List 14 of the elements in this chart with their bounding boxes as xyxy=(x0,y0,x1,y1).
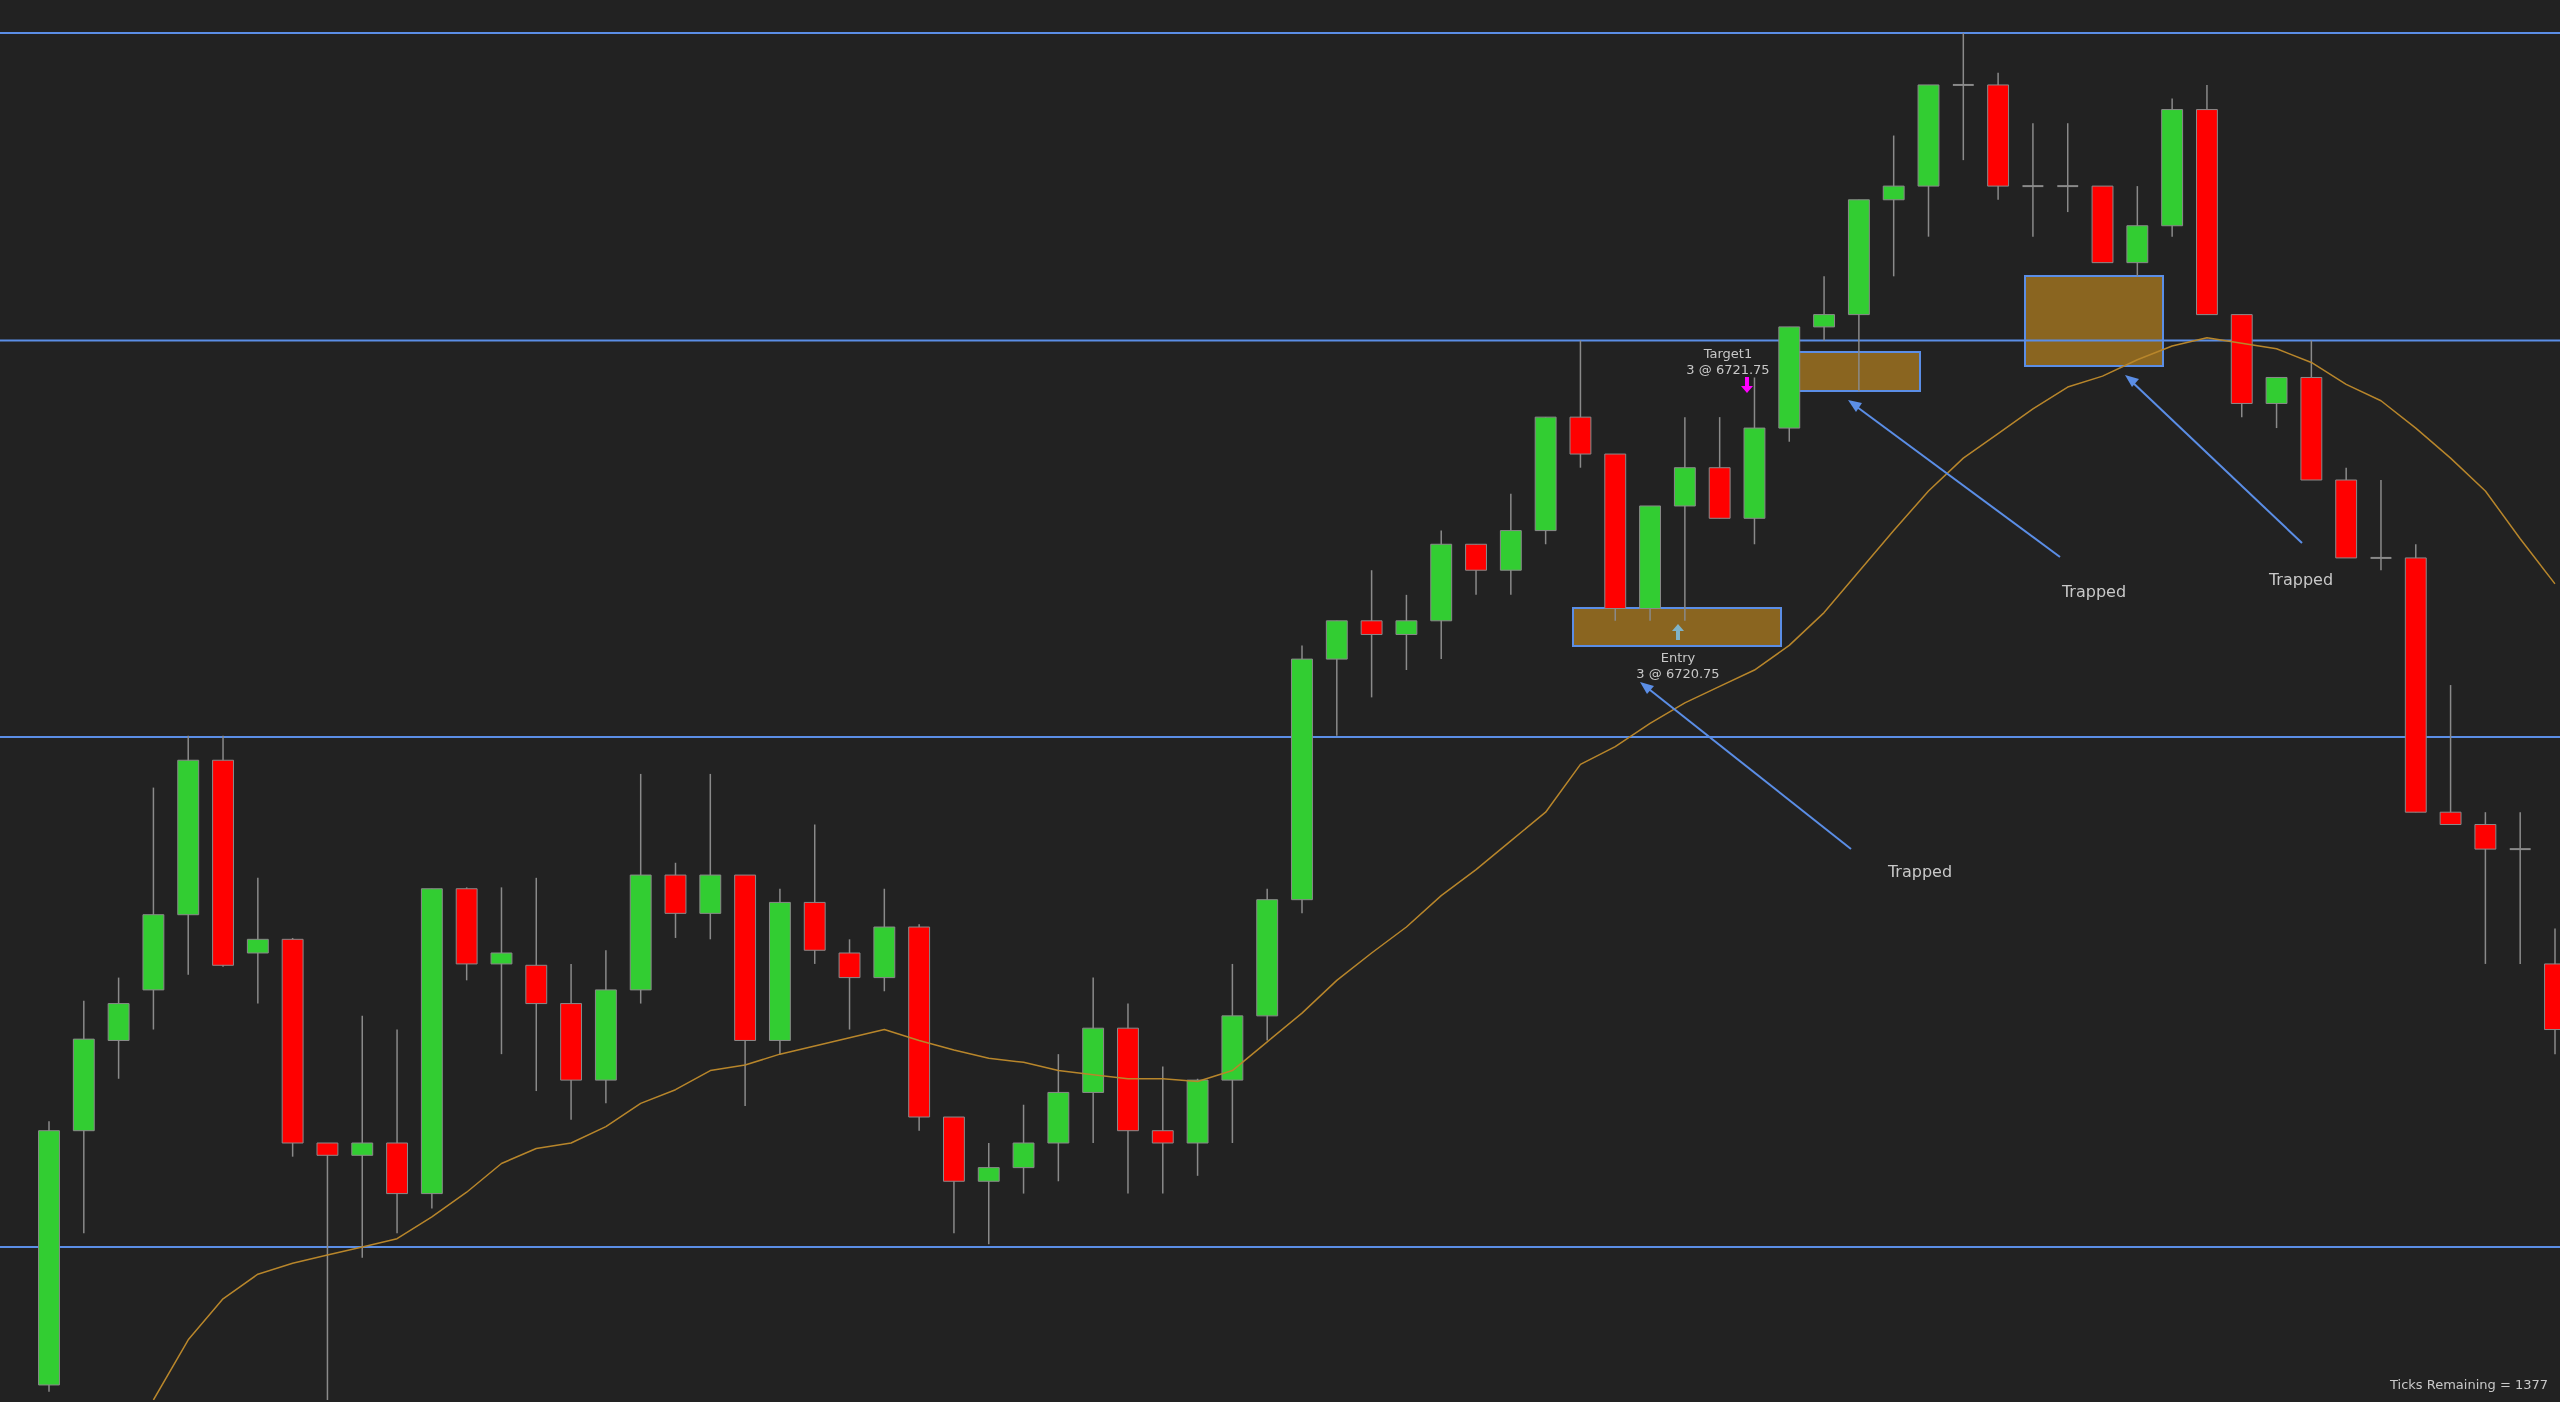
annotation: 3 @ 6720.75 xyxy=(1636,666,1720,681)
annotation: Trapped xyxy=(1887,862,1953,881)
candlestick xyxy=(977,1142,1000,1245)
candlestick xyxy=(2508,811,2532,965)
candlestick xyxy=(2369,479,2393,571)
annotation: Ticks Remaining = 1377 xyxy=(2389,1377,2548,1392)
candlestick xyxy=(2021,122,2045,238)
annotation: 3 @ 6721.75 xyxy=(1686,362,1770,377)
annotation: Target1 xyxy=(1703,346,1753,361)
candlestick xyxy=(2056,122,2080,213)
annotation: Trapped xyxy=(2061,582,2127,601)
annotation: Entry xyxy=(1660,650,1696,665)
annotation: Trapped xyxy=(2268,570,2334,589)
candlestick xyxy=(1951,32,1975,161)
